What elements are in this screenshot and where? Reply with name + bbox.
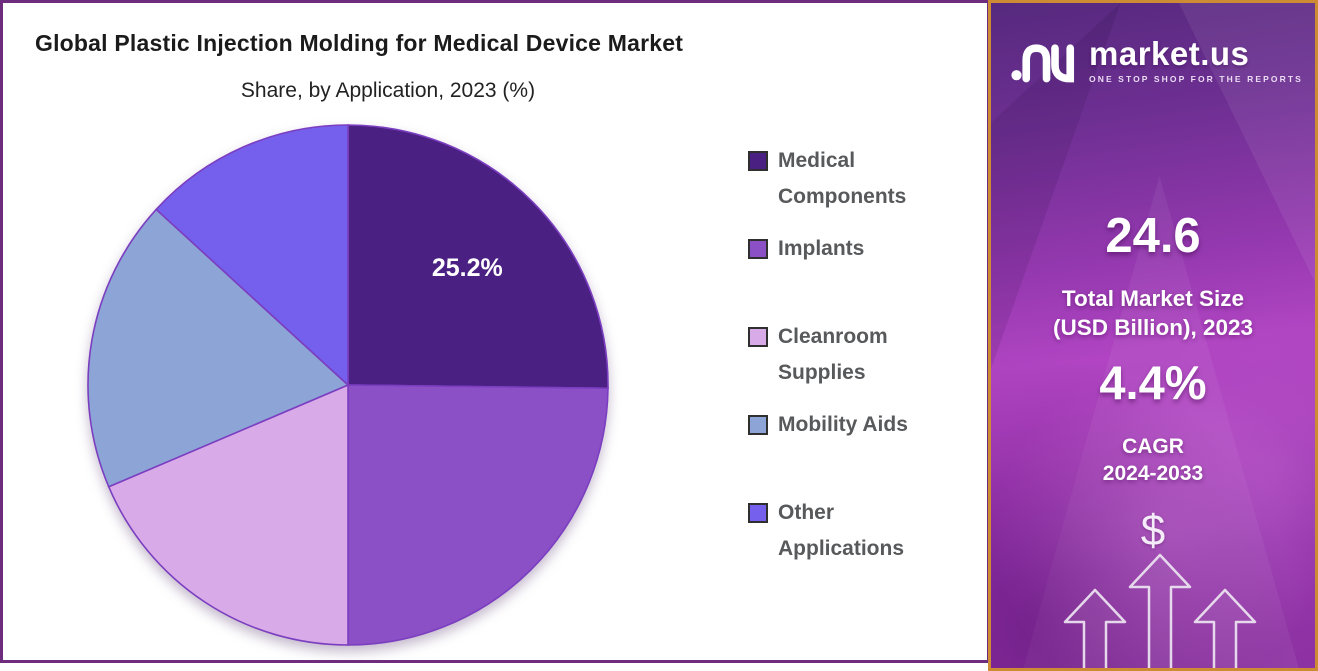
dollar-icon: $ xyxy=(1140,506,1166,555)
legend-item-other-applications: Other Applications xyxy=(748,495,933,583)
brand-logo: market.us ONE STOP SHOP FOR THE REPORTS xyxy=(1011,31,1303,89)
legend-swatch xyxy=(748,327,768,347)
legend-label: Mobility Aids xyxy=(778,413,908,436)
legend-item-cleanroom-supplies: Cleanroom Supplies xyxy=(748,319,933,407)
chart-legend: Medical Components Implants Cleanroom Supp… xyxy=(748,143,933,583)
legend-label: Implants xyxy=(778,237,865,260)
cagr-label-line2: 2024-2033 xyxy=(1102,462,1204,485)
legend-label: Other Applications xyxy=(778,501,905,560)
legend-label: Cleanroom Supplies xyxy=(778,325,888,384)
legend-item-implants: Implants xyxy=(748,231,933,319)
chart-subtitle: Share, by Application, 2023 (%) xyxy=(240,79,536,102)
legend-swatch xyxy=(748,151,768,171)
cagr-value: 4.4% xyxy=(1099,356,1207,409)
marketus-logo-icon xyxy=(1011,44,1075,83)
market-size-value: 24.6 xyxy=(1105,209,1201,263)
market-size-label-line2: (USD Billion), 2023 xyxy=(1052,315,1254,340)
legend-label: Medical Components xyxy=(778,149,907,208)
chart-title: Global Plastic Injection Molding for Med… xyxy=(35,30,684,56)
pie-slice-other-applications xyxy=(155,124,349,387)
market-size-label-line1: Total Market Size xyxy=(1061,286,1245,311)
growth-arrows-icon xyxy=(1063,553,1257,668)
pie-slice-medical-components xyxy=(347,124,609,390)
brand-panel: market.us ONE STOP SHOP FOR THE REPORTS … xyxy=(988,0,1318,671)
pie-slice-mobility-aids xyxy=(87,208,350,488)
legend-swatch xyxy=(748,503,768,523)
brand-tagline: ONE STOP SHOP FOR THE REPORTS xyxy=(1089,73,1303,84)
brand-name: market.us xyxy=(1089,34,1250,72)
legend-swatch xyxy=(748,415,768,435)
pie-slice-data-label: 25.2% xyxy=(432,254,503,282)
legend-item-mobility-aids: Mobility Aids xyxy=(748,407,933,495)
legend-swatch xyxy=(748,239,768,259)
pie-slice-cleanroom-supplies xyxy=(107,383,349,646)
cagr-label-line1: CAGR xyxy=(1122,435,1184,458)
pie-chart: 25.2% xyxy=(87,124,609,646)
pie-slice-implants xyxy=(347,384,609,646)
legend-item-medical-components: Medical Components xyxy=(748,143,933,231)
chart-panel: Global Plastic Injection Molding for Med… xyxy=(0,0,990,663)
market-size-label: Total Market Size (USD Billion), 2023 xyxy=(991,284,1315,342)
cagr-label: CAGR 2024-2033 xyxy=(991,433,1315,487)
